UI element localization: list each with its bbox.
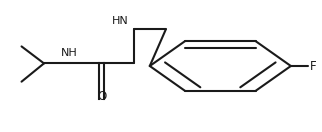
Text: NH: NH (61, 48, 78, 58)
Text: HN: HN (112, 16, 129, 25)
Text: O: O (97, 90, 106, 103)
Text: F: F (310, 60, 317, 72)
